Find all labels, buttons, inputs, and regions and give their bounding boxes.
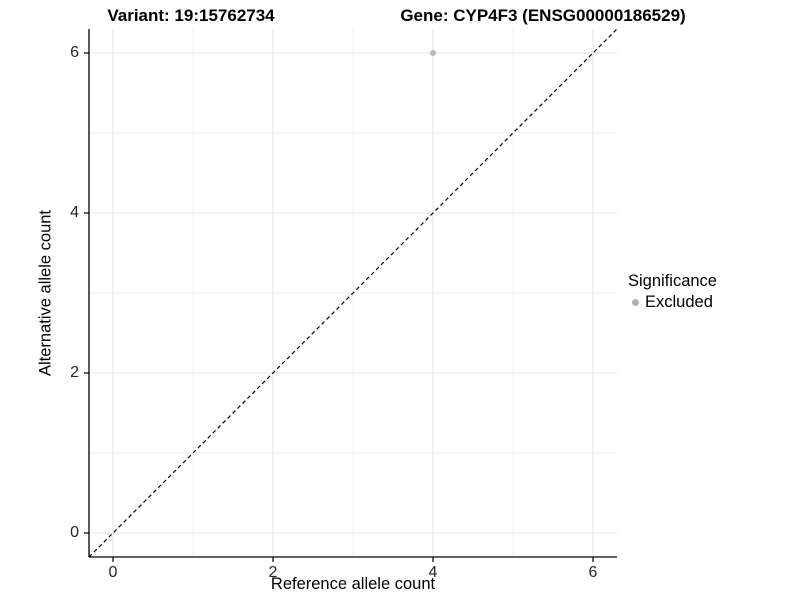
legend-entry-label: Excluded — [645, 293, 713, 311]
x-axis-title: Reference allele count — [270, 575, 436, 593]
x-tick-label: 0 — [108, 564, 118, 581]
data-point — [430, 50, 436, 56]
y-tick-label: 6 — [70, 44, 79, 61]
x-tick-label: 6 — [588, 564, 598, 581]
y-tick-label: 2 — [70, 364, 79, 381]
plot-title-variant: Variant: 19:15762734 — [107, 6, 275, 25]
y-tick-label: 4 — [70, 204, 79, 221]
y-axis-title: Alternative allele count — [36, 209, 55, 377]
plot-title-gene: Gene: CYP4F3 (ENSG00000186529) — [400, 6, 686, 25]
legend-entry-excluded: Excluded — [628, 293, 717, 311]
x-tick-label: 4 — [428, 564, 438, 581]
x-tick-label: 2 — [268, 564, 278, 581]
legend-title: Significance — [628, 272, 717, 290]
legend: Significance Excluded — [628, 272, 717, 311]
y-tick-label: 0 — [70, 524, 79, 541]
excluded-point-icon — [632, 298, 639, 306]
identity-line — [88, 28, 618, 558]
